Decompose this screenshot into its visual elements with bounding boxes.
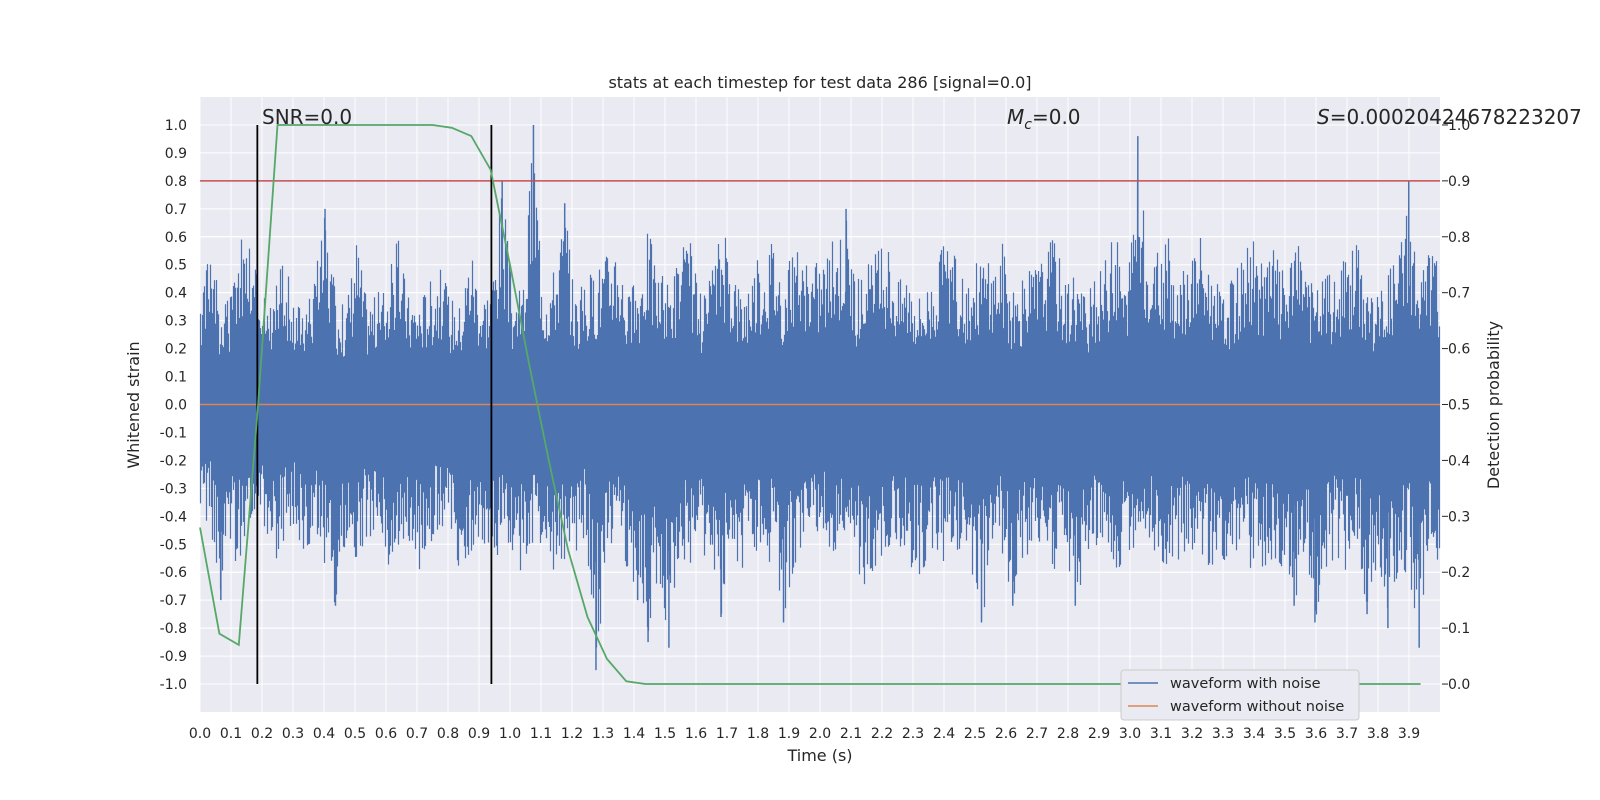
y-tick-labels: 1.0 0.9 0.8 0.7 0.6 0.5 0.4 0.3 0.2 0.1 0.0 -0.1 -0.… [160,118,187,693]
y-tick-label: 0.9 [165,146,187,162]
x-tick-label: 1.5 [654,726,676,742]
legend-box [1120,669,1360,721]
y-tick-label: -0.2 [160,453,187,469]
x-tick-label: 0.7 [406,726,428,742]
y2-tick-label: 0.5 [1448,398,1470,414]
y-axis-label: Whitened strain [124,341,143,468]
y-tick-label: -0.1 [160,425,187,441]
x-axis-label: Time (s) [786,746,852,765]
y-tick-label: 0.4 [165,286,187,302]
legend-label-with-noise: waveform with noise [1170,676,1321,692]
y2-tick-label: 0.6 [1448,342,1470,358]
y2-tick-label: 0.3 [1448,509,1470,525]
x-tick-label: 1.9 [778,726,800,742]
x-tick-label: 3.8 [1367,726,1389,742]
y-tick-label: -0.8 [160,621,187,637]
chirp-mass-subscript: c [1024,117,1032,133]
x-tick-label: 3.4 [1243,726,1265,742]
x-tick-label: 3.0 [1119,726,1141,742]
x-tick-label: 2.2 [871,726,893,742]
y-tick-label: 0.8 [165,174,187,190]
y2-tick-label: 0.8 [1448,230,1470,246]
x-tick-label: 0.5 [344,726,366,742]
x-tick-label: 1.7 [716,726,738,742]
y-tick-label: 1.0 [165,118,187,134]
x-tick-label: 0.1 [220,726,242,742]
x-tick-label: 0.0 [189,726,211,742]
s-value: =0.00020424678223207 [1330,105,1582,129]
snr-annotation: SNR=0.0 [262,105,352,129]
y2-axis-label: Detection probability [1484,321,1503,489]
x-tick-label: 3.9 [1398,726,1420,742]
y-tick-label: -0.5 [160,537,187,553]
y2-tick-label: 0.4 [1448,453,1470,469]
x-tick-label: 0.9 [468,726,490,742]
y2-tick-label: 0.7 [1448,286,1470,302]
x-tick-label: 0.3 [282,726,304,742]
y2-tick-label: 0.1 [1448,621,1470,637]
chirp-mass-annotation: Mc=0.0 [1007,105,1081,133]
x-tick-label: 3.2 [1181,726,1203,742]
chirp-mass-value: =0.0 [1032,105,1081,129]
y2-tick-label: 0.9 [1448,174,1470,190]
x-tick-label: 2.9 [1088,726,1110,742]
x-tick-label: 2.4 [933,726,955,742]
s-symbol: S [1317,105,1330,129]
waveform-with-noise-line [199,163,1441,648]
x-tick-label: 1.6 [685,726,707,742]
y2-tick-label: 0.0 [1448,677,1470,693]
y2-tick-label: 1.0 [1448,118,1470,134]
x-tick-label: 0.4 [313,726,335,742]
x-tick-label: 2.8 [1057,726,1079,742]
x-tick-label: 2.3 [902,726,924,742]
x-tick-labels: 0.0 0.1 0.2 0.3 0.4 0.5 0.6 0.7 0.8 0.9 1.0 1.1 1.2 1… [189,726,1420,742]
y-tick-label: -0.9 [160,649,187,665]
y-tick-label: 0.5 [165,258,187,274]
x-tick-label: 1.8 [747,726,769,742]
x-tick-label: 0.8 [437,726,459,742]
chirp-mass-symbol: M [1007,105,1024,129]
x-tick-label: 3.1 [1150,726,1172,742]
y2-tick-label: 0.2 [1448,565,1470,581]
y-tick-label: 0.0 [165,398,187,414]
x-tick-label: 2.6 [995,726,1017,742]
x-tick-label: 1.4 [623,726,645,742]
chart-title: stats at each timestep for test data 286… [608,73,1031,92]
legend: waveform with noise waveform without noi… [1120,669,1360,721]
x-tick-label: 1.3 [592,726,614,742]
x-tick-label: 3.5 [1274,726,1296,742]
x-tick-label: 1.1 [530,726,552,742]
y-tick-label: 0.3 [165,314,187,330]
y-tick-label: 0.2 [165,342,187,358]
legend-label-without-noise: waveform without noise [1170,699,1344,715]
y-tick-label: -0.6 [160,565,187,581]
x-tick-label: 2.7 [1026,726,1048,742]
x-tick-label: 3.3 [1212,726,1234,742]
x-tick-label: 1.0 [499,726,521,742]
y-tick-label: -0.7 [160,593,187,609]
s-annotation: S=0.00020424678223207 [1317,105,1582,129]
x-tick-label: 3.6 [1305,726,1327,742]
x-tick-label: 1.2 [561,726,583,742]
y2-tick-labels: 1.0 0.9 0.8 0.7 0.6 0.5 0.4 0.3 0.2 0.1 0.0 [1442,118,1470,693]
x-tick-label: 3.7 [1336,726,1358,742]
y-tick-label: 0.6 [165,230,187,246]
x-tick-label: 2.0 [809,726,831,742]
y-tick-label: -0.3 [160,481,187,497]
x-tick-label: 2.1 [840,726,862,742]
y-tick-label: 0.7 [165,202,187,218]
x-tick-label: 0.6 [375,726,397,742]
y-tick-label: -0.4 [160,509,187,525]
waveform-with-noise-series [199,124,1441,671]
x-tick-label: 0.2 [251,726,273,742]
x-tick-label: 2.5 [964,726,986,742]
y-tick-label: 0.1 [165,370,187,386]
y-tick-label: -1.0 [160,677,187,693]
